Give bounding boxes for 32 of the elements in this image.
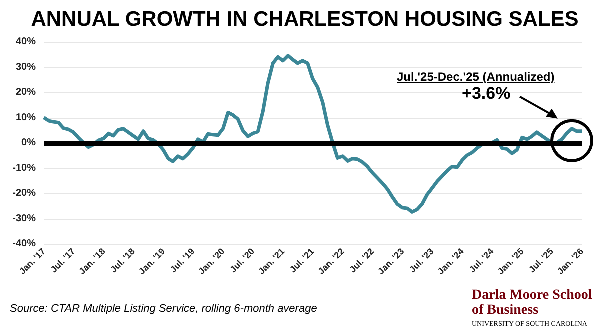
x-tick-label: Jul. '17 <box>48 246 78 275</box>
x-tick-label: Jul. '21 <box>288 246 316 275</box>
source-note: Source: CTAR Multiple Listing Service, rolling 6-month average <box>10 303 318 315</box>
y-tick-label: 10% <box>16 112 36 124</box>
annotation: +3.6% <box>462 84 511 104</box>
x-tick-label: Jul. '19 <box>168 246 197 275</box>
x-tick-label: Jan. '19 <box>136 246 168 277</box>
x-tick-label: Jan. '21 <box>256 246 287 277</box>
x-tick-label: Jul. '22 <box>348 246 376 275</box>
x-tick-label: Jan. '18 <box>77 246 108 277</box>
y-tick-label: -20% <box>12 188 36 199</box>
line-series <box>42 54 584 214</box>
x-tick-label: Jul. '24 <box>467 246 496 275</box>
x-tick-label: Jan. '20 <box>196 246 227 277</box>
x-tick-label: Jan. '24 <box>436 246 466 277</box>
text: Darla Moore School of Business <box>472 288 594 318</box>
y-tick-label: -10% <box>12 162 36 174</box>
y-tick-label: 20% <box>16 87 36 98</box>
chart-title: ANNUAL GROWTH IN CHARLESTON HOUSING SALES <box>31 8 579 31</box>
x-tick-label: Jul. '20 <box>228 246 257 275</box>
x-tick-label: Jan. '26 <box>555 246 586 277</box>
x-tick-label: Jan. '23 <box>376 246 406 277</box>
x-tick-label: Jul. '23 <box>407 246 436 275</box>
x-tick-label: Jul. '25 <box>527 246 556 275</box>
y-tick-label: 30% <box>16 62 36 73</box>
x-tick-label: Jan. '25 <box>496 246 526 277</box>
x-tick-label: Jan. '22 <box>316 246 346 277</box>
annotation: Jul.'25-Dec.'25 (Annualized) <box>397 70 555 84</box>
y-tick-label: 40% <box>16 36 36 48</box>
x-tick-label: Jul. '18 <box>108 246 137 275</box>
y-tick-label: 0% <box>22 138 36 148</box>
y-tick-label: -30% <box>12 213 36 224</box>
